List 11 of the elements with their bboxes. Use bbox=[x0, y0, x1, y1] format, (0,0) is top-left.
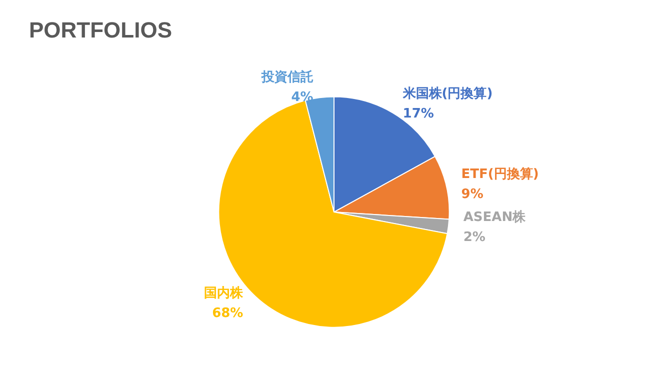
slice-label: ETF(円換算) bbox=[461, 167, 539, 182]
data-label: 4% bbox=[291, 90, 314, 106]
chart-title: PORTFOLIOS bbox=[29, 18, 172, 42]
data-label: 68% bbox=[212, 306, 244, 321]
data-label: 17% bbox=[402, 106, 434, 122]
data-label: 2% bbox=[463, 230, 486, 246]
slice-label: 国内株 bbox=[204, 286, 244, 301]
data-label: 9% bbox=[461, 187, 484, 202]
slice-label: 米国株(円換算) bbox=[402, 86, 493, 102]
slice-label: 投資信託 bbox=[260, 69, 314, 86]
slice-label: ASEAN株 bbox=[463, 210, 527, 226]
